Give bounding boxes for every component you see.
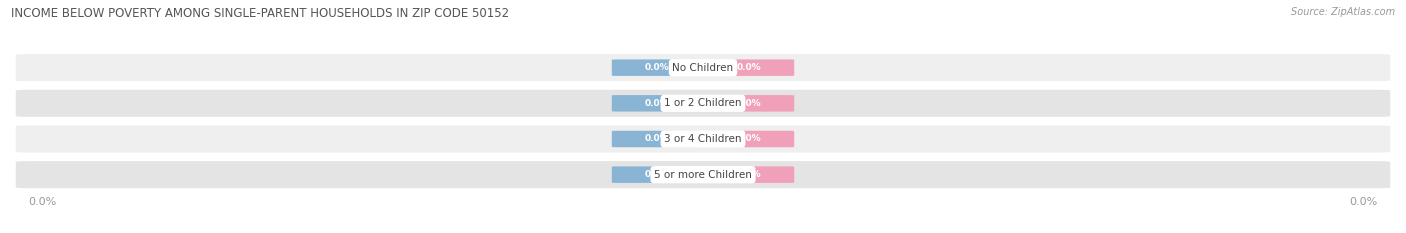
Text: 0.0%: 0.0% xyxy=(644,63,669,72)
Text: No Children: No Children xyxy=(672,63,734,73)
Text: INCOME BELOW POVERTY AMONG SINGLE-PARENT HOUSEHOLDS IN ZIP CODE 50152: INCOME BELOW POVERTY AMONG SINGLE-PARENT… xyxy=(11,7,509,20)
Text: 0.0%: 0.0% xyxy=(644,134,669,144)
Text: 0.0%: 0.0% xyxy=(737,99,762,108)
FancyBboxPatch shape xyxy=(612,131,702,147)
FancyBboxPatch shape xyxy=(15,125,1391,153)
Text: 3 or 4 Children: 3 or 4 Children xyxy=(664,134,742,144)
FancyBboxPatch shape xyxy=(15,161,1391,188)
FancyBboxPatch shape xyxy=(704,131,794,147)
FancyBboxPatch shape xyxy=(612,166,702,183)
Text: 5 or more Children: 5 or more Children xyxy=(654,170,752,180)
Text: 0.0%: 0.0% xyxy=(644,170,669,179)
FancyBboxPatch shape xyxy=(612,59,702,76)
FancyBboxPatch shape xyxy=(704,59,794,76)
FancyBboxPatch shape xyxy=(612,95,702,112)
Text: 0.0%: 0.0% xyxy=(737,170,762,179)
Text: 0.0%: 0.0% xyxy=(737,63,762,72)
Text: Source: ZipAtlas.com: Source: ZipAtlas.com xyxy=(1291,7,1395,17)
FancyBboxPatch shape xyxy=(704,166,794,183)
FancyBboxPatch shape xyxy=(15,54,1391,81)
Text: 0.0%: 0.0% xyxy=(737,134,762,144)
Text: 1 or 2 Children: 1 or 2 Children xyxy=(664,98,742,108)
FancyBboxPatch shape xyxy=(15,90,1391,117)
Text: 0.0%: 0.0% xyxy=(644,99,669,108)
FancyBboxPatch shape xyxy=(704,95,794,112)
